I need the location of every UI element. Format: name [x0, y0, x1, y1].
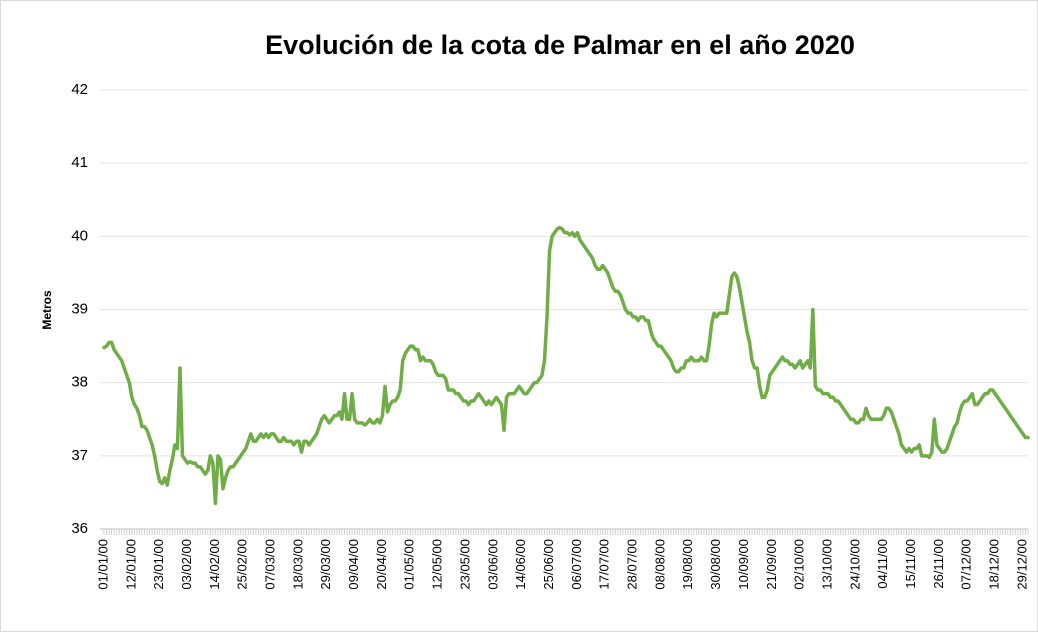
x-tick-label: 09/04/00 [346, 539, 361, 590]
x-tick-label: 20/04/00 [374, 539, 389, 590]
x-tick-label: 19/08/00 [680, 539, 695, 590]
y-tick-label: 36 [71, 520, 88, 537]
x-tick-label: 15/11/00 [903, 539, 918, 589]
y-axis-title: Metros [40, 290, 54, 330]
x-tick-label: 03/06/00 [485, 539, 500, 590]
chart-title: Evolución de la cota de Palmar en el año… [265, 30, 855, 60]
x-tick-label: 23/05/00 [457, 539, 472, 590]
x-tick-label: 12/01/00 [123, 539, 138, 590]
x-tick-label: 03/02/00 [179, 539, 194, 590]
x-tick-label: 01/01/00 [95, 539, 110, 590]
x-tick-label: 02/10/00 [792, 539, 807, 590]
y-tick-label: 42 [71, 81, 88, 98]
x-tick-label: 24/10/00 [847, 539, 862, 590]
x-tick-label: 25/06/00 [541, 539, 556, 590]
x-tick-label: 10/09/00 [736, 539, 751, 590]
x-tick-label: 04/11/00 [875, 539, 890, 589]
x-tick-label: 29/03/00 [318, 539, 333, 590]
y-tick-label: 39 [71, 300, 88, 317]
y-tick-label: 37 [71, 447, 88, 464]
x-tick-label: 25/02/00 [235, 539, 250, 590]
x-tick-label: 26/11/00 [931, 539, 946, 589]
x-tick-label: 08/08/00 [652, 539, 667, 590]
data-line [102, 225, 1030, 506]
x-tick-label: 06/07/00 [569, 539, 584, 590]
y-tick-label: 40 [71, 227, 88, 244]
y-tick-label: 41 [71, 154, 88, 171]
x-tick-label: 18/03/00 [290, 539, 305, 590]
x-tick-label: 07/12/00 [959, 539, 974, 590]
x-tick-label: 21/09/00 [764, 539, 779, 590]
x-tick-label: 14/06/00 [513, 539, 528, 590]
x-tick-label: 28/07/00 [625, 539, 640, 590]
x-tick-label: 17/07/00 [597, 539, 612, 590]
x-tick-label: 18/12/00 [987, 539, 1002, 590]
x-tick-label: 23/01/00 [151, 539, 166, 590]
x-tick-label: 13/10/00 [819, 539, 834, 590]
x-tick-label: 12/05/00 [430, 539, 445, 590]
x-tick-label: 29/12/00 [1014, 539, 1029, 590]
x-axis-ticks [103, 529, 1029, 535]
x-tick-label: 30/08/00 [708, 539, 723, 590]
x-tick-label: 01/05/00 [402, 539, 417, 590]
x-tick-label: 14/02/00 [207, 539, 222, 590]
x-tick-label: 07/03/00 [263, 539, 278, 590]
y-tick-label: 38 [71, 374, 88, 391]
